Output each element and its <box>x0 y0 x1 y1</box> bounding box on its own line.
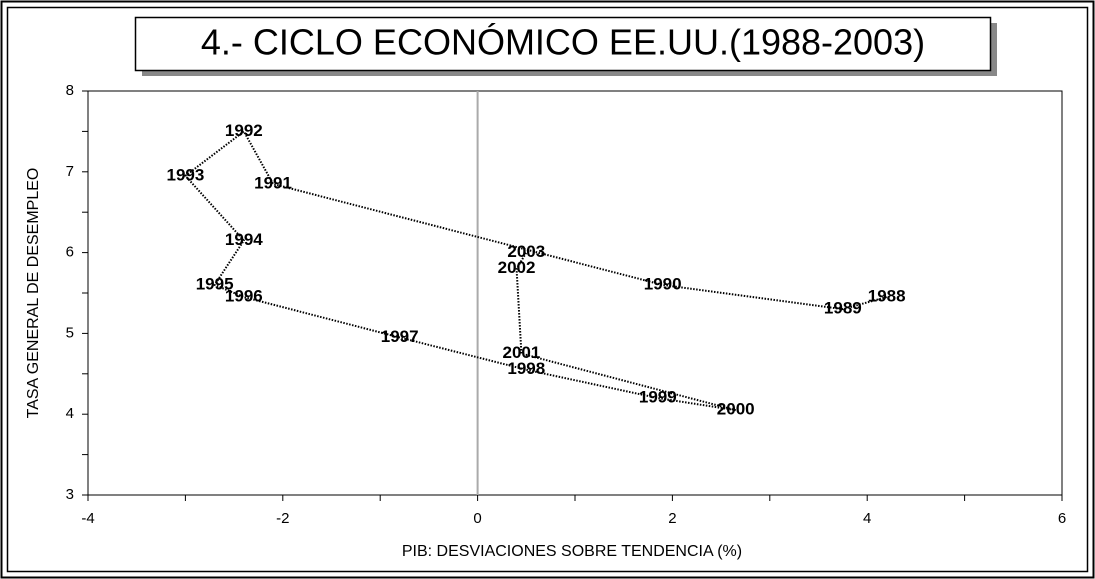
point-label: 1989 <box>824 299 862 318</box>
x-axis-label: PIB: DESVIACIONES SOBRE TENDENCIA (%) <box>402 543 742 560</box>
x-tick-label: -2 <box>276 510 289 527</box>
x-tick-label: 2 <box>668 510 676 527</box>
point-label: 1990 <box>644 274 682 293</box>
y-tick-label: 6 <box>66 244 74 261</box>
point-label: 1992 <box>225 121 263 140</box>
y-axis-label: TASA GENERAL DE DESEMPLEO <box>25 168 42 419</box>
x-tick-label: -4 <box>81 510 94 527</box>
y-tick-label: 4 <box>66 405 74 422</box>
y-tick-label: 7 <box>66 163 74 180</box>
point-label: 2002 <box>498 258 536 277</box>
title-box <box>134 16 992 72</box>
point-label: 1994 <box>225 230 263 249</box>
point-label: 1998 <box>507 359 545 378</box>
y-tick-label: 3 <box>66 486 74 503</box>
point-label: 1993 <box>166 165 204 184</box>
point-label: 1999 <box>639 388 677 407</box>
point-label: 2000 <box>717 400 755 419</box>
y-tick-label: 8 <box>66 82 74 99</box>
point-label: 1996 <box>225 287 263 306</box>
point-label: 2001 <box>503 343 541 362</box>
point-label: 1997 <box>381 327 419 346</box>
point-label: 2003 <box>507 242 545 261</box>
inner-frame <box>6 6 1089 573</box>
cycle-line <box>183 129 887 412</box>
x-tick-label: 0 <box>473 510 481 527</box>
x-tick-label: 4 <box>863 510 871 527</box>
x-tick-label: 6 <box>1058 510 1066 527</box>
chart-title: 4.- CICLO ECONÓMICO EE.UU.(1988-2003) <box>201 22 925 63</box>
point-label: 1995 <box>196 274 234 293</box>
point-label: 1991 <box>254 173 292 192</box>
y-tick-label: 5 <box>66 324 74 341</box>
point-label: 1988 <box>868 287 906 306</box>
